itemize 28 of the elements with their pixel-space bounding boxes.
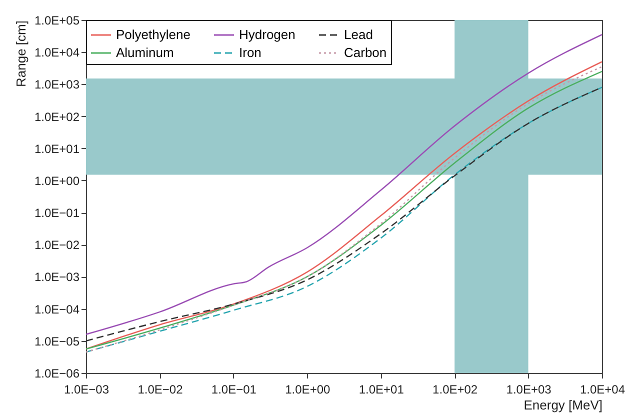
x-tick-label: 1.0E−01: [211, 382, 257, 396]
y-tick-label: 1.0E−03: [34, 270, 80, 284]
y-tick-label: 1.0E−01: [34, 206, 80, 220]
x-tick-label: 1.0E−03: [64, 382, 110, 396]
y-tick-label: 1.0E−04: [34, 302, 80, 316]
y-tick-label: 1.0E+04: [34, 46, 80, 60]
y-tick-label: 1.0E+00: [34, 174, 80, 188]
legend-label: Carbon: [344, 45, 387, 60]
y-tick-label: 1.0E+01: [34, 142, 80, 156]
legend-label: Lead: [344, 27, 373, 42]
x-tick-label: 1.0E+01: [358, 382, 404, 396]
y-tick-label: 1.0E−06: [34, 366, 80, 380]
x-tick-label: 1.0E+03: [506, 382, 552, 396]
y-tick-label: 1.0E+02: [34, 110, 80, 124]
x-tick-label: 1.0E−02: [138, 382, 184, 396]
y-axis-title: Range [cm]: [13, 20, 28, 87]
y-tick-label: 1.0E−02: [34, 238, 80, 252]
legend-label: Polyethylene: [116, 27, 190, 42]
y-tick-label: 1.0E−05: [34, 334, 80, 348]
legend-label: Aluminum: [116, 45, 174, 60]
x-axis-title: Energy [MeV]: [524, 398, 602, 412]
x-tick-label: 1.0E+02: [432, 382, 478, 396]
x-tick-label: 1.0E+00: [285, 382, 330, 396]
y-tick-label: 1.0E+03: [34, 78, 80, 92]
legend-label: Hydrogen: [239, 27, 296, 42]
legend-label: Iron: [239, 45, 262, 60]
x-tick-label: 1.0E+04: [580, 382, 626, 396]
y-tick-label: 1.0E+05: [34, 14, 80, 28]
